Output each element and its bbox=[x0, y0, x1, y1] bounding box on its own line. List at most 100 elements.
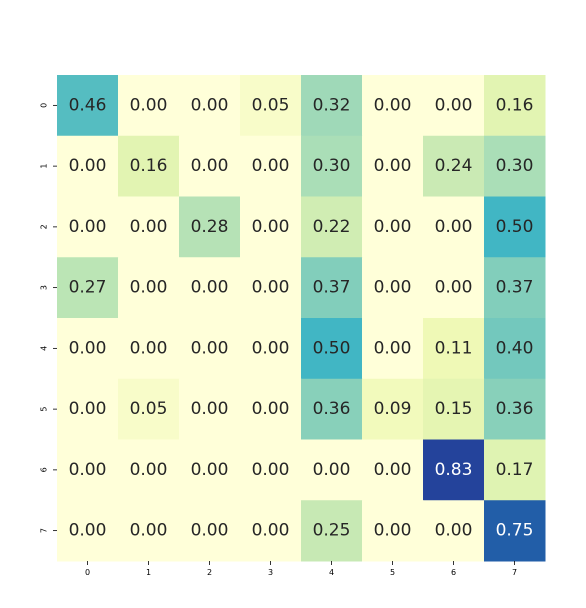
cell-value-label-r3-c2: 0.00 bbox=[191, 278, 229, 298]
heatmap-cell-r4-c5 bbox=[362, 318, 424, 380]
cell-value-label-r1-c2: 0.00 bbox=[191, 156, 229, 176]
heatmap-cell-r5-c5 bbox=[362, 378, 424, 440]
cell-value-label-r2-c2: 0.28 bbox=[191, 217, 229, 237]
cell-value-label-r7-c6: 0.00 bbox=[435, 521, 473, 541]
y-tick-label-6: 6 bbox=[40, 467, 49, 472]
y-tick-label-2: 2 bbox=[40, 224, 49, 229]
x-tick-label-6: 6 bbox=[451, 568, 456, 577]
heatmap-cell-r7-c6 bbox=[423, 500, 485, 562]
heatmap-cell-r6-c2 bbox=[179, 439, 241, 501]
cell-value-label-r3-c5: 0.00 bbox=[374, 278, 412, 298]
heatmap-cell-r4-c6 bbox=[423, 318, 485, 380]
cell-value-label-r4-c0: 0.00 bbox=[69, 338, 107, 358]
cell-value-label-r7-c1: 0.00 bbox=[130, 521, 168, 541]
heatmap-cell-r2-c2 bbox=[179, 196, 241, 258]
cell-value-label-r1-c3: 0.00 bbox=[252, 156, 290, 176]
x-tick-label-4: 4 bbox=[329, 568, 334, 577]
heatmap-cell-r4-c1 bbox=[118, 318, 180, 380]
heatmap-cell-r4-c4 bbox=[301, 318, 363, 380]
cell-value-label-r0-c0: 0.46 bbox=[69, 95, 107, 115]
y-tick-label-1: 1 bbox=[40, 164, 49, 169]
cell-value-label-r5-c1: 0.05 bbox=[130, 399, 168, 419]
cell-value-label-r7-c2: 0.00 bbox=[191, 521, 229, 541]
cell-value-label-r5-c3: 0.00 bbox=[252, 399, 290, 419]
cell-value-label-r2-c5: 0.00 bbox=[374, 217, 412, 237]
cell-value-label-r4-c6: 0.11 bbox=[435, 338, 473, 358]
y-tick-label-4: 4 bbox=[40, 346, 49, 351]
heatmap-cell-r2-c3 bbox=[240, 196, 302, 258]
cell-value-label-r6-c3: 0.00 bbox=[252, 460, 290, 480]
x-tick-label-1: 1 bbox=[146, 568, 151, 577]
heatmap-cell-r5-c0 bbox=[57, 378, 119, 440]
heatmap-cell-labels: 0.46 0.00 0.00 0.05 0.32 0.00 0.00 0.16 0.00 0.16… bbox=[69, 95, 534, 540]
heatmap-cell-r3-c0 bbox=[57, 257, 119, 319]
y-tick-label-7: 7 bbox=[40, 528, 49, 533]
cell-value-label-r4-c7: 0.40 bbox=[496, 338, 534, 358]
y-tick-label-0: 0 bbox=[40, 103, 49, 108]
cell-value-label-r2-c4: 0.22 bbox=[313, 217, 351, 237]
cell-value-label-r1-c5: 0.00 bbox=[374, 156, 412, 176]
cell-value-label-r4-c2: 0.00 bbox=[191, 338, 229, 358]
cell-value-label-r0-c1: 0.00 bbox=[130, 95, 168, 115]
cell-value-label-r2-c1: 0.00 bbox=[130, 217, 168, 237]
heatmap-cell-r6-c7 bbox=[484, 439, 546, 501]
cell-value-label-r4-c5: 0.00 bbox=[374, 338, 412, 358]
cell-value-label-r4-c1: 0.00 bbox=[130, 338, 168, 358]
heatmap-cell-r7-c1 bbox=[118, 500, 180, 562]
cell-value-label-r5-c5: 0.09 bbox=[374, 399, 412, 419]
cell-value-label-r1-c7: 0.30 bbox=[496, 156, 534, 176]
heatmap-cell-r3-c4 bbox=[301, 257, 363, 319]
cell-value-label-r6-c2: 0.00 bbox=[191, 460, 229, 480]
heatmap-cell-r1-c4 bbox=[301, 135, 363, 197]
cell-value-label-r0-c5: 0.00 bbox=[374, 95, 412, 115]
heatmap-cell-r1-c2 bbox=[179, 135, 241, 197]
heatmap-cell-r6-c3 bbox=[240, 439, 302, 501]
heatmap-cell-r7-c3 bbox=[240, 500, 302, 562]
heatmap-cell-r2-c1 bbox=[118, 196, 180, 258]
cell-value-label-r2-c6: 0.00 bbox=[435, 217, 473, 237]
heatmap-cell-r5-c4 bbox=[301, 378, 363, 440]
heatmap-cell-r1-c5 bbox=[362, 135, 424, 197]
x-tick-label-7: 7 bbox=[512, 568, 517, 577]
heatmap-cell-r4-c7 bbox=[484, 318, 546, 380]
cell-value-label-r5-c0: 0.00 bbox=[69, 399, 107, 419]
cell-value-label-r1-c1: 0.16 bbox=[130, 156, 168, 176]
heatmap-cell-r0-c5 bbox=[362, 75, 424, 137]
cell-value-label-r2-c0: 0.00 bbox=[69, 217, 107, 237]
heatmap-cell-r2-c7 bbox=[484, 196, 546, 258]
heatmap-cell-r3-c6 bbox=[423, 257, 485, 319]
cell-value-label-r6-c5: 0.00 bbox=[374, 460, 412, 480]
cell-value-label-r0-c2: 0.00 bbox=[191, 95, 229, 115]
y-tick-label-5: 5 bbox=[40, 407, 49, 412]
cell-value-label-r0-c7: 0.16 bbox=[496, 95, 534, 115]
cell-value-label-r3-c1: 0.00 bbox=[130, 278, 168, 298]
cell-value-label-r7-c5: 0.00 bbox=[374, 521, 412, 541]
heatmap-cell-r1-c7 bbox=[484, 135, 546, 197]
heatmap-cell-r5-c1 bbox=[118, 378, 180, 440]
heatmap-cell-r3-c3 bbox=[240, 257, 302, 319]
heatmap-cell-r7-c7 bbox=[484, 500, 546, 562]
cell-value-label-r5-c7: 0.36 bbox=[496, 399, 534, 419]
heatmap-cell-r3-c5 bbox=[362, 257, 424, 319]
cell-value-label-r4-c3: 0.00 bbox=[252, 338, 290, 358]
heatmap-cell-r0-c4 bbox=[301, 75, 363, 137]
cell-value-label-r3-c7: 0.37 bbox=[496, 278, 534, 298]
y-axis: 0 1 2 3 4 5 6 7 bbox=[40, 103, 57, 533]
heatmap-cell-r7-c5 bbox=[362, 500, 424, 562]
heatmap-cell-r4-c3 bbox=[240, 318, 302, 380]
heatmap-cell-r6-c1 bbox=[118, 439, 180, 501]
heatmap-cell-r6-c5 bbox=[362, 439, 424, 501]
cell-value-label-r2-c7: 0.50 bbox=[496, 217, 534, 237]
cell-value-label-r3-c0: 0.27 bbox=[69, 278, 107, 298]
cell-value-label-r6-c7: 0.17 bbox=[496, 460, 534, 480]
heatmap-cell-r3-c2 bbox=[179, 257, 241, 319]
x-tick-label-2: 2 bbox=[207, 568, 212, 577]
heatmap-cell-r0-c1 bbox=[118, 75, 180, 137]
heatmap-cell-r2-c0 bbox=[57, 196, 119, 258]
heatmap-cell-r3-c7 bbox=[484, 257, 546, 319]
heatmap-cell-r5-c2 bbox=[179, 378, 241, 440]
cell-value-label-r0-c3: 0.05 bbox=[252, 95, 290, 115]
heatmap-cell-r6-c4 bbox=[301, 439, 363, 501]
cell-value-label-r6-c4: 0.00 bbox=[313, 460, 351, 480]
